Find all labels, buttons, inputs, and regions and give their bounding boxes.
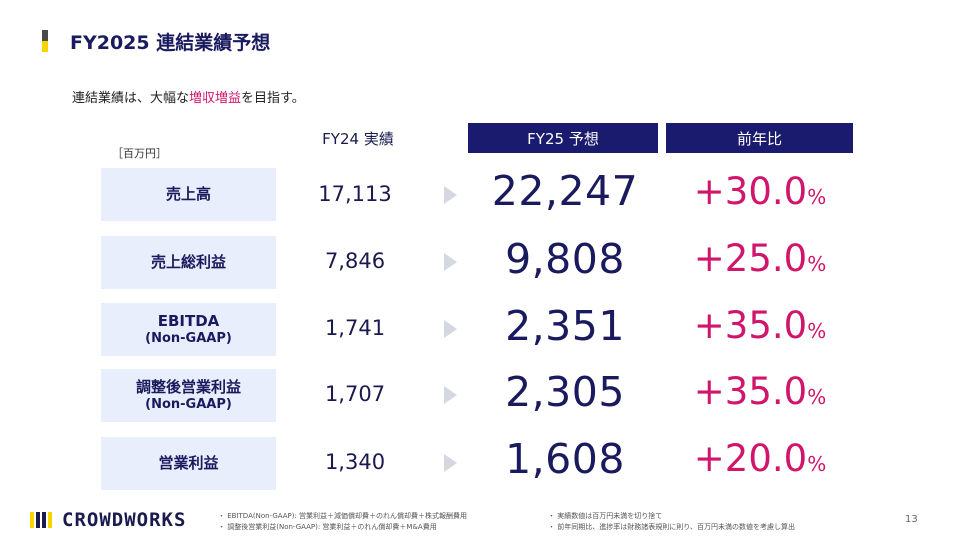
page-number: 13: [905, 514, 918, 525]
fy25-value: 2,305: [505, 368, 625, 416]
column-header-fy25: FY25 予想: [468, 123, 658, 153]
yoy-value: +20.0%: [693, 437, 827, 480]
fy24-value: 17,113: [318, 182, 392, 206]
arrow-right-icon: [444, 386, 457, 404]
column-header-yoy: 前年比: [666, 123, 853, 153]
fy24-value: 1,707: [324, 382, 386, 406]
fy25-value: 1,608: [505, 435, 625, 483]
arrow-right-icon: [444, 186, 457, 204]
row-label-operating-profit: 営業利益: [101, 437, 276, 490]
fy24-value: 1,741: [324, 316, 386, 340]
yoy-value: +30.0%: [693, 170, 827, 213]
logo-text: CROWDWORKS: [62, 509, 187, 531]
fy25-value: 22,247: [491, 167, 639, 215]
fy24-value: 1,340: [324, 450, 386, 474]
footnotes-left: EBITDA(Non-GAAP): 営業利益＋減価償却費＋のれん償却費＋株式報酬…: [218, 511, 467, 533]
subtitle-highlight: 増収増益: [189, 91, 242, 106]
fy25-value: 9,808: [505, 235, 625, 283]
arrow-right-icon: [444, 320, 457, 338]
fy25-value: 2,351: [505, 302, 625, 350]
fy24-value: 7,846: [324, 249, 386, 273]
arrow-right-icon: [444, 454, 457, 472]
row-label-ebitda: EBITDA (Non-GAAP): [101, 303, 276, 356]
yoy-value: +25.0%: [693, 237, 827, 280]
page-subtitle: 連結業績は、大幅な増収増益を目指す。: [72, 91, 305, 106]
crowdworks-logo-icon: [30, 512, 52, 528]
row-label-adjusted-operating-profit: 調整後営業利益 (Non-GAAP): [101, 369, 276, 422]
arrow-right-icon: [444, 253, 457, 271]
footnotes-right: 実績数値は百万円未満を切り捨て 前年同期比、進捗率は財務諸表規則に則り、百万円未…: [548, 511, 795, 533]
yoy-value: +35.0%: [693, 304, 827, 347]
title-accent-bar: [42, 30, 48, 52]
row-label-revenue: 売上高: [101, 168, 276, 221]
crowdworks-logo: CROWDWORKS: [30, 509, 186, 531]
yoy-value: +35.0%: [693, 370, 827, 413]
unit-label: ［百万円］: [112, 147, 167, 160]
row-label-gross-profit: 売上総利益: [101, 236, 276, 289]
page-title: FY2025 連結業績予想: [70, 32, 271, 54]
column-header-fy24: FY24 実績: [322, 130, 394, 148]
